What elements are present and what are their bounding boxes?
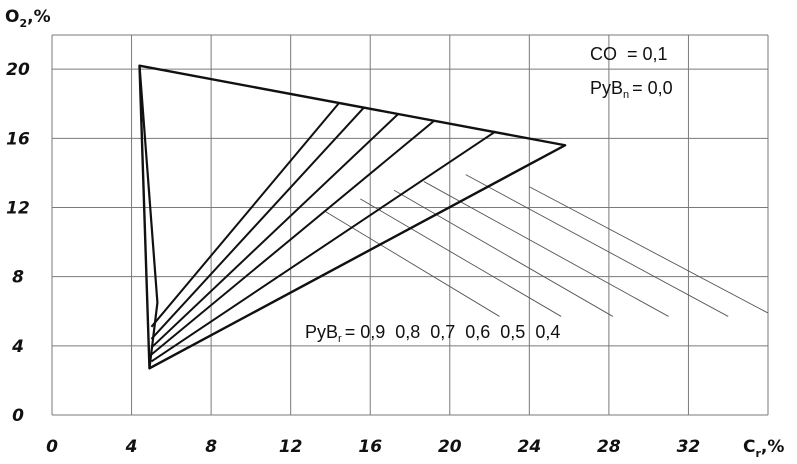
leader-line-1 [360,198,562,317]
y-tick-label: 8 [12,268,24,288]
x-tick-label: 32 [677,437,701,457]
x-tick-label: 16 [358,437,382,457]
series-line-3 [150,120,435,356]
series-line-0 [150,103,340,328]
y-tick-label: 20 [6,60,30,80]
pyvp-annotation: PyBn = 0,0 [590,78,673,101]
x-tick-label: 28 [597,437,621,457]
x-tick-label: 20 [438,437,462,457]
x-tick-label: 24 [517,437,541,457]
series-line-5 [148,144,566,370]
series-layer [138,64,769,370]
x-tick-label: 4 [125,437,138,457]
y-tick-label: 16 [6,129,30,149]
y-tick-label: 12 [6,199,30,219]
series-line-4 [150,130,497,363]
series-line-1 [150,106,365,340]
x-tick-label: 12 [279,437,303,457]
grid [51,34,769,416]
y-tick-label: 0 [12,406,24,426]
leader-line-3 [423,181,669,317]
x-tick-label: 0 [46,437,58,457]
y-tick-label: 4 [11,337,24,357]
tick-labels: 0 4 8 12 16 20 0 4 8 12 16 20 24 28 32 [6,60,700,457]
leader-line-5 [529,186,769,314]
co-annotation: CO = 0,1 [590,44,668,64]
series-line-2 [150,113,399,349]
x-axis-title: Cr,% [743,437,784,460]
x-tick-label: 8 [205,437,217,457]
pyvr-annotation: PyBr = 0,9 0,8 0,7 0,6 0,5 0,4 [305,322,560,345]
leader-line-2 [393,189,614,317]
leader-line-4 [465,174,729,317]
leader-line-0 [324,210,500,317]
y-axis-title: O2,% [5,7,51,30]
